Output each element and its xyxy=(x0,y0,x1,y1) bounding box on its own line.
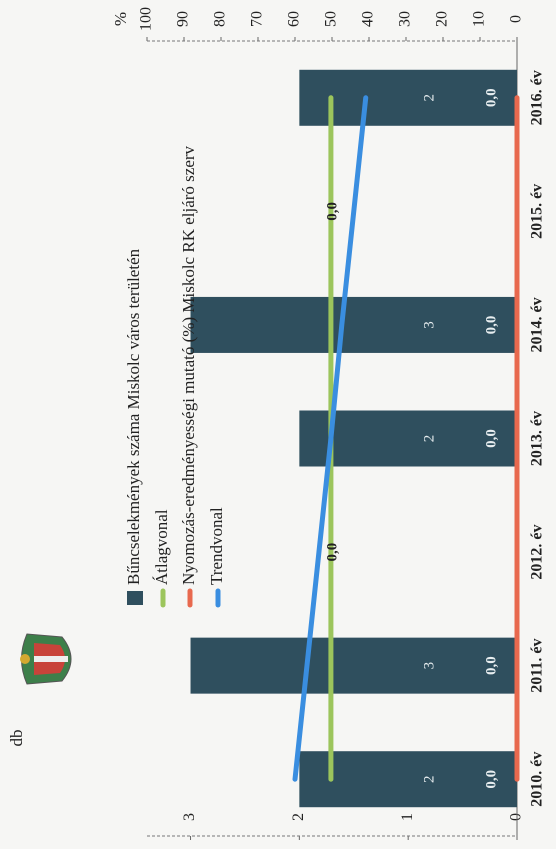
line-value-label: 0,0 xyxy=(483,770,499,789)
legend-label: Bűncselekmények száma Miskolc város terü… xyxy=(124,248,143,585)
y2-tick-label: 80 xyxy=(212,11,229,27)
x-tick-label: 2016. év xyxy=(529,70,546,125)
y2-tick-label: 40 xyxy=(360,11,377,27)
y2-tick-label: 100 xyxy=(138,7,155,31)
x-tick-label: 2015. év xyxy=(529,184,546,239)
line-value-label: 0,0 xyxy=(483,656,499,675)
y-tick-label: 1 xyxy=(399,813,416,821)
x-tick-label: 2012. év xyxy=(529,525,546,580)
bar-value-label: 3 xyxy=(421,662,437,670)
y-tick-label: 2 xyxy=(290,813,307,821)
line-value-label: 0,0 xyxy=(324,202,340,221)
bar xyxy=(299,410,517,467)
line-value-label: 0,0 xyxy=(483,316,499,335)
y2-tick-label: 50 xyxy=(323,11,340,27)
y2-tick-label: 70 xyxy=(249,11,266,27)
line-series xyxy=(292,95,369,782)
bar xyxy=(190,637,517,694)
line-value-label: 0,0 xyxy=(324,543,340,562)
legend-label: Nyomozás-eredményességi mutató (%) Misko… xyxy=(179,145,198,585)
x-tick-label: 2010. év xyxy=(529,752,546,807)
legend-marker xyxy=(127,591,143,605)
y-axis-label: db xyxy=(7,730,26,747)
line-value-label: 0,0 xyxy=(483,88,499,107)
bar-value-label: 2 xyxy=(421,435,437,443)
legend-label: Átlagvonal xyxy=(152,509,171,585)
y2-tick-label: 30 xyxy=(397,11,414,27)
y2-tick-label: 10 xyxy=(471,11,488,27)
y2-axis-label: % xyxy=(111,12,130,26)
bar xyxy=(190,296,517,353)
x-tick-label: 2014. év xyxy=(529,297,546,352)
bar-value-label: 3 xyxy=(421,321,437,329)
y-tick-label: 0 xyxy=(508,813,525,821)
legend-label: Trendvonal xyxy=(207,507,226,585)
y2-tick-label: 60 xyxy=(286,11,303,27)
coat-of-arms xyxy=(20,633,72,685)
y2-tick-label: 20 xyxy=(434,11,451,27)
bar-value-label: 2 xyxy=(421,775,437,783)
line-value-label: 0,0 xyxy=(483,429,499,448)
y2-tick-label: 90 xyxy=(175,11,192,27)
bar xyxy=(299,69,517,126)
x-tick-label: 2011. év xyxy=(529,639,546,693)
y-tick-label: 3 xyxy=(181,813,198,821)
y2-tick-label: 0 xyxy=(508,15,525,23)
bar-value-label: 2 xyxy=(421,94,437,102)
bar xyxy=(299,751,517,808)
x-tick-label: 2013. év xyxy=(529,411,546,466)
